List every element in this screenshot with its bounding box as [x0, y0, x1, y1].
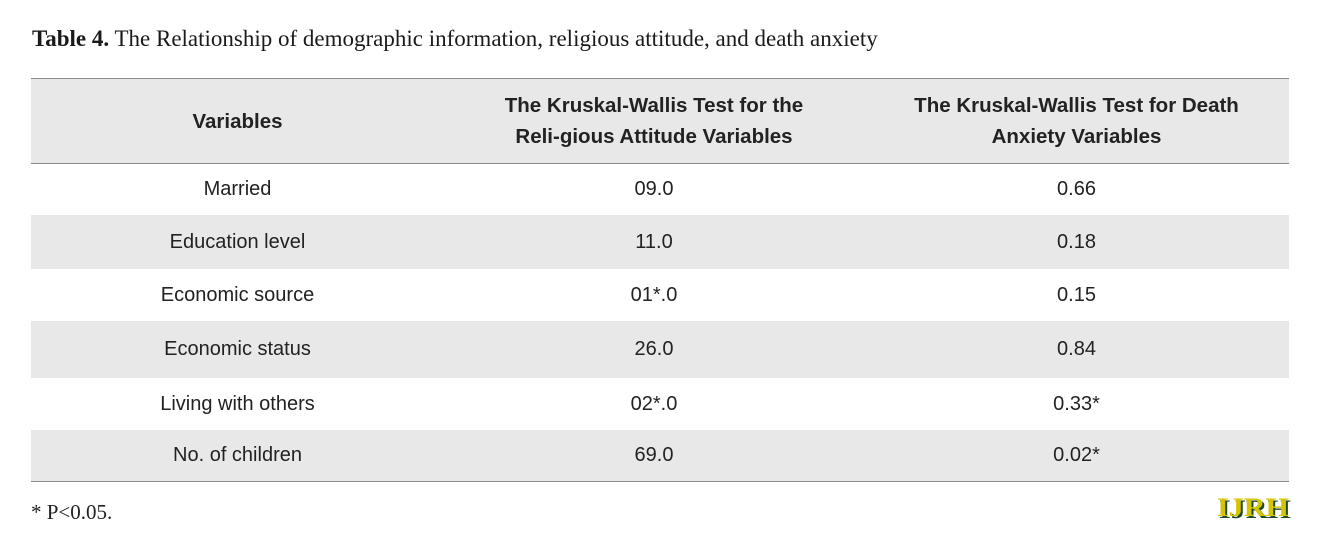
variable-cell: Married	[203, 178, 272, 200]
table-header-row: Variables The Kruskal-Wallis Test for th…	[31, 79, 1289, 164]
variable-cell: No. of children	[173, 444, 302, 466]
table-row: No. of children 69.0 0.02*	[31, 430, 1289, 481]
svg-text:IJRH: IJRH	[1217, 494, 1289, 520]
religious-value-cell: 01*.0	[630, 283, 678, 306]
religious-value-cell: 11.0	[635, 230, 673, 253]
death-value-cell: 0.66	[1057, 178, 1096, 200]
table-row: Education level 11.0 0.18	[31, 215, 1289, 269]
death-value-cell: 0.84	[1057, 338, 1096, 360]
variable-cell: Education level	[169, 230, 306, 253]
variable-cell: Economic source	[160, 283, 315, 306]
variable-cell: Living with others	[160, 392, 315, 415]
table-row: Economic status 26.0 0.84	[31, 321, 1289, 378]
table-row: Living with others 02*.0 0.33*	[31, 378, 1289, 430]
table-row: Married 09.0 0.66	[31, 164, 1289, 215]
table-footnote: * P<0.05.	[31, 500, 113, 524]
svg-text:IJRH: IJRH	[1219, 495, 1291, 520]
death-value-cell: 0.15	[1057, 283, 1096, 306]
religious-value-cell: 26.0	[634, 338, 674, 360]
header-variables: Variables	[192, 109, 283, 133]
header-death-anxiety: The Kruskal-Wallis Test for Death Anxiet…	[914, 94, 1239, 148]
data-table: Variables The Kruskal-Wallis Test for th…	[31, 78, 1289, 482]
death-value-cell: 0.18	[1057, 230, 1096, 253]
journal-logo: IJRH IJRH	[1217, 494, 1291, 520]
death-value-cell: 0.02*	[1053, 444, 1100, 466]
header-religious-attitude: The Kruskal-Wallis Test for the Reli-gio…	[504, 94, 804, 148]
table-title: The Relationship of demographic informat…	[114, 26, 878, 51]
variable-cell: Economic status	[164, 338, 311, 360]
religious-value-cell: 09.0	[634, 178, 674, 200]
death-value-cell: 0.33*	[1053, 392, 1100, 415]
table-row: Economic source 01*.0 0.15	[31, 269, 1289, 321]
table-label: Table 4.	[32, 26, 110, 51]
religious-value-cell: 69.0	[634, 444, 674, 466]
table-caption: Table 4. The Relationship of demographic…	[32, 26, 878, 52]
religious-value-cell: 02*.0	[630, 392, 678, 415]
